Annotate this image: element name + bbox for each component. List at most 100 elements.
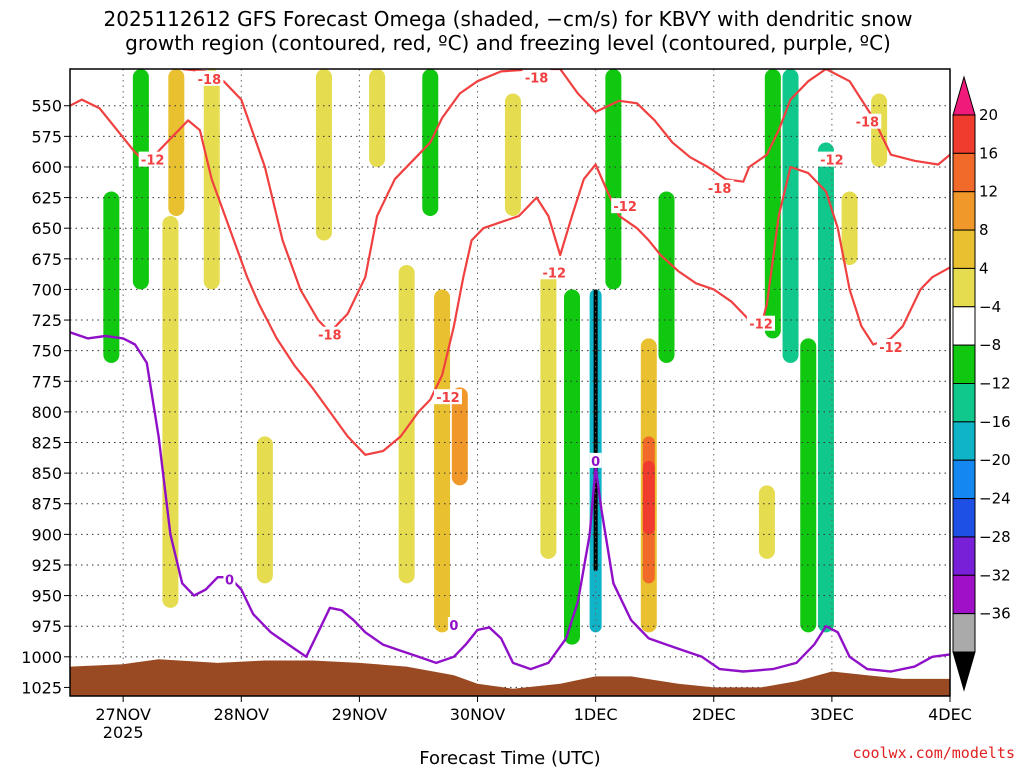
x-tick-label-3DEC: 3DEC — [810, 705, 854, 724]
colorbar-tick-9: −20 — [979, 451, 1011, 469]
contour-label-13: 0 — [449, 619, 458, 634]
omega-area-23 — [782, 69, 799, 363]
y-tick-label-775: 775 — [31, 372, 62, 391]
contour-label-5: -12 — [141, 154, 165, 169]
contour-label-bg-6 — [817, 151, 846, 167]
contour-label-bg-13 — [447, 616, 460, 632]
y-tick-label-575: 575 — [31, 127, 62, 146]
omega-area-17 — [605, 69, 622, 290]
colorbar-seg-7 — [952, 383, 976, 423]
colorbar-tick-3: 8 — [979, 221, 989, 239]
colorbar-seg-6 — [952, 344, 976, 384]
contour-label-bg-4 — [315, 326, 344, 342]
contour-label-bg-0 — [195, 70, 224, 86]
colorbar-tick-5: −4 — [979, 298, 1001, 316]
colorbar-bottom-arrow — [952, 651, 976, 692]
dendritic-growth-contours — [70, 69, 950, 456]
omega-area-25 — [800, 338, 817, 633]
terrain — [70, 659, 950, 696]
contour-label-bg-12 — [223, 571, 236, 587]
x-tick-label-29NOV: 29NOV — [332, 705, 388, 724]
colorbar-seg-4 — [952, 267, 976, 308]
colorbar-seg-0 — [952, 114, 976, 154]
omega-area-9 — [434, 289, 451, 633]
omega-area-2 — [168, 69, 185, 216]
x-tick-label-1DEC: 1DEC — [574, 705, 618, 724]
freezing-level-line — [70, 331, 950, 673]
contour-label-8: -12 — [543, 266, 567, 281]
omega-area-28 — [758, 485, 775, 559]
omega-area-7 — [369, 69, 386, 167]
contour-label-bg-7 — [611, 198, 640, 214]
y-tick-label-725: 725 — [31, 311, 62, 330]
omega-area-13 — [540, 264, 557, 559]
dgz-contour-0 — [70, 98, 950, 456]
colorbar: 20 16 12 8 4 −4 −8 −12 −16 −20 −24 −28 −32 −36 — [952, 75, 1011, 692]
contour-label-2: -18 — [856, 116, 880, 131]
colorbar-tick-11: −28 — [979, 528, 1011, 546]
omega-area-14 — [564, 289, 581, 645]
colorbar-tick-0: 20 — [979, 106, 998, 124]
plot-frame — [69, 68, 951, 697]
contour-label-7: -12 — [613, 200, 637, 215]
colorbar-tick-2: 12 — [979, 183, 998, 201]
y-tick-label-550: 550 — [31, 97, 62, 116]
contour-label-6: -12 — [820, 154, 844, 169]
colorbar-seg-13 — [952, 613, 976, 653]
contour-label-9: -12 — [749, 318, 773, 333]
omega-area-16 — [593, 289, 598, 572]
colorbar-tick-10: −24 — [979, 490, 1011, 508]
contour-label-bg-5 — [138, 151, 167, 167]
contour-label-4: -18 — [318, 329, 342, 344]
omega-area-12 — [504, 93, 521, 216]
colorbar-tick-12: −32 — [979, 566, 1011, 584]
contour-labels: -18 -18 -18 -18 -18 -12 -12 -12 -12 -12 -12 -12 0 0 0 — [138, 69, 905, 634]
y-tick-label-1000: 1000 — [21, 648, 62, 667]
omega-area-21 — [658, 191, 675, 363]
omega-area-26 — [841, 191, 858, 265]
y-tick-label-1025: 1025 — [21, 678, 62, 697]
y-tick-label-800: 800 — [31, 403, 62, 422]
contour-label-bg-8 — [540, 264, 569, 280]
contour-label-3: -18 — [708, 182, 732, 197]
credit-text: coolwx.com/modelts — [852, 744, 1015, 762]
omega-shading — [103, 69, 888, 645]
y-tick-label-825: 825 — [31, 434, 62, 453]
x-tick-label-4DEC: 4DEC — [928, 705, 972, 724]
contour-label-1: -18 — [525, 72, 549, 87]
contour-label-10: -12 — [879, 341, 903, 356]
contour-label-bg-1 — [522, 69, 551, 85]
omega-area-6 — [315, 69, 332, 241]
x-tick-label-28NOV: 28NOV — [213, 705, 269, 724]
contour-label-bg-10 — [876, 338, 905, 354]
colorbar-seg-12 — [952, 574, 976, 615]
dgz-contour-1 — [182, 69, 950, 334]
y-tick-label-650: 650 — [31, 219, 62, 238]
terrain-fill — [70, 659, 950, 696]
colorbar-seg-8 — [952, 421, 976, 461]
x-tick-sublabel-27NOV: 2025 — [103, 723, 144, 742]
colorbar-seg-2 — [952, 191, 976, 231]
omega-area-5 — [256, 436, 273, 584]
y-tick-label-700: 700 — [31, 280, 62, 299]
x-tick-label-30NOV: 30NOV — [450, 705, 506, 724]
y-tick-label-625: 625 — [31, 189, 62, 208]
colorbar-seg-3 — [952, 229, 976, 269]
contour-label-bg-3 — [705, 179, 734, 195]
contour-label-0: -18 — [198, 73, 222, 88]
x-tick-label-27NOV: 27NOV — [95, 705, 151, 724]
contour-label-bg-14 — [589, 452, 602, 468]
colorbar-tick-4: 4 — [979, 259, 989, 277]
y-tick-label-600: 600 — [31, 158, 62, 177]
chart-title-line1: 2025112612 GFS Forecast Omega (shaded, −… — [104, 7, 913, 31]
y-tick-label-850: 850 — [31, 464, 62, 483]
colorbar-seg-11 — [952, 536, 976, 576]
y-tick-label-975: 975 — [31, 617, 62, 636]
y-tick-label-675: 675 — [31, 250, 62, 269]
contour-label-12: 0 — [225, 574, 234, 589]
omega-area-1 — [132, 69, 149, 290]
contour-label-bg-2 — [853, 113, 882, 129]
freezing-level-contour — [70, 331, 950, 673]
colorbar-tick-7: −12 — [979, 375, 1011, 393]
